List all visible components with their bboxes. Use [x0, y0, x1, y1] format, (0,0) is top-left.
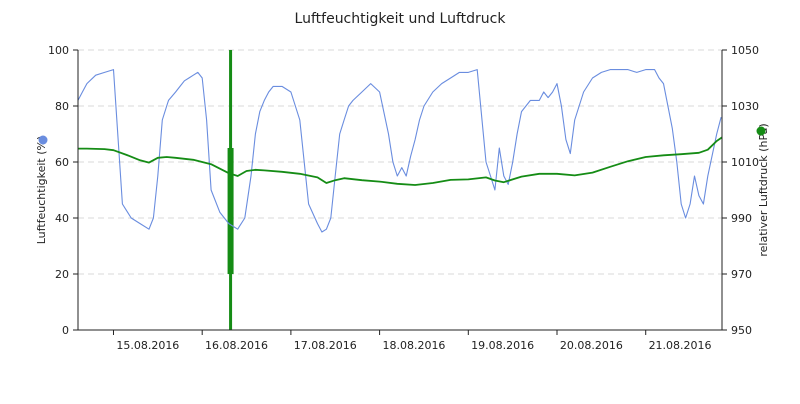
pressure-legend-marker	[756, 126, 766, 136]
series-layer	[77, 69, 723, 233]
annotation-band-wide-0	[227, 148, 234, 274]
right-axis-ticks: 950 970 990 1010 1030 1050	[722, 44, 759, 337]
x-axis-ticks: 15.08.2016 16.08.2016 17.08.2016 18.08.2016…	[112, 330, 712, 352]
left-tick-label-5: 100	[48, 44, 69, 57]
left-tick-label-4: 80	[55, 100, 69, 113]
grid	[78, 49, 722, 275]
pressure-series-line	[78, 136, 723, 186]
right-tick-label-0: 950	[731, 324, 752, 337]
annotation-band	[227, 50, 234, 330]
left-axis-title: Luftfeuchtigkeit (%)	[35, 136, 48, 245]
left-tick-label-0: 0	[62, 324, 69, 337]
x-tick-label-6: 21.08.2016	[649, 339, 712, 352]
chart-title: Luftfeuchtigkeit und Luftdruck	[295, 11, 507, 27]
right-tick-label-3: 1010	[731, 156, 759, 169]
right-axis-title: relativer Luftdruck (hPa)	[757, 123, 770, 256]
left-tick-label-3: 60	[55, 156, 69, 169]
x-tick-label-5: 20.08.2016	[560, 339, 623, 352]
x-tick-label-4: 19.08.2016	[471, 339, 534, 352]
left-axis-ticks: 0 20 40 60 80 100	[48, 44, 78, 337]
x-tick-label-3: 18.08.2016	[382, 339, 445, 352]
left-tick-label-2: 40	[55, 212, 69, 225]
humidity-legend-marker	[38, 135, 48, 145]
right-tick-label-1: 970	[731, 268, 752, 281]
x-tick-label-0: 15.08.2016	[116, 339, 179, 352]
x-tick-label-2: 17.08.2016	[294, 339, 357, 352]
humidity-series-line	[77, 69, 722, 233]
right-tick-label-5: 1050	[731, 44, 759, 57]
x-tick-label-1: 16.08.2016	[205, 339, 268, 352]
left-tick-label-1: 20	[55, 268, 69, 281]
right-tick-label-4: 1030	[731, 100, 759, 113]
right-tick-label-2: 990	[731, 212, 752, 225]
